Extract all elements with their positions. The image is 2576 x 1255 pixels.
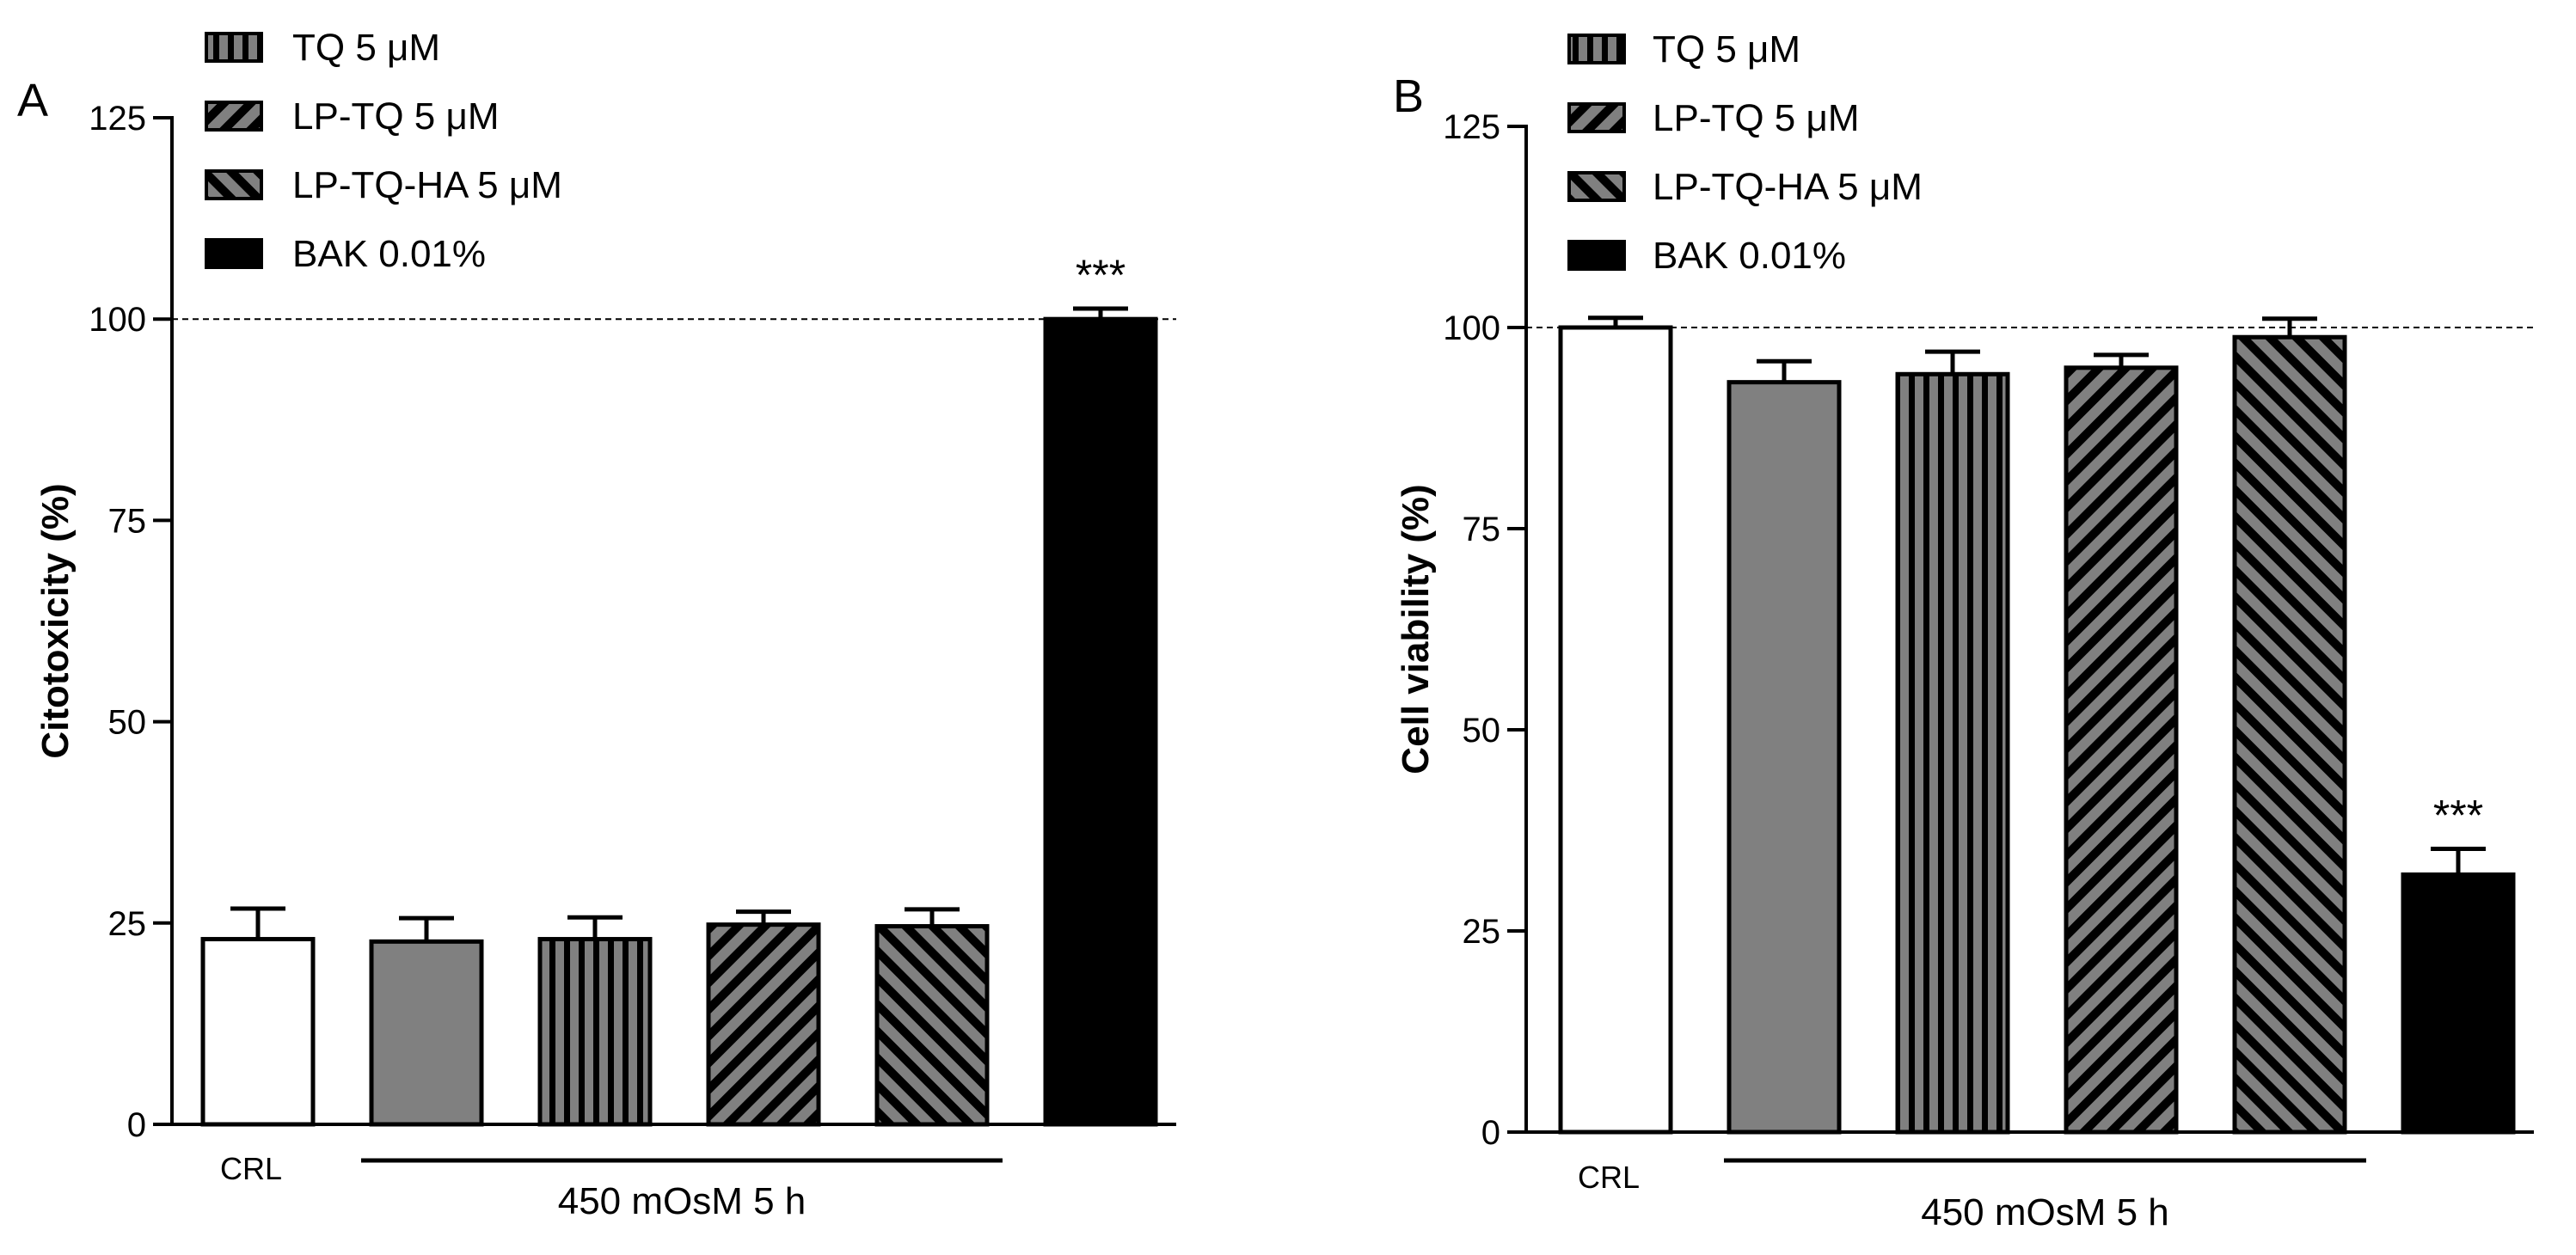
legend-swatch	[205, 238, 263, 269]
y-tick-label: 75	[108, 502, 147, 540]
bar-5	[874, 924, 990, 1127]
legend-swatch	[205, 32, 263, 63]
legend-label: TQ 5 μM	[292, 27, 440, 69]
error-bar-5	[2262, 316, 2317, 338]
legend-label: LP-TQ-HA 5 μM	[1653, 166, 1923, 208]
legend: TQ 5 μM LP-TQ 5 μM LP-TQ-HA 5 μM BAK 0.01%	[1567, 28, 1923, 277]
legend-swatch	[1567, 102, 1626, 133]
x-tick-label: CRL	[1578, 1160, 1640, 1195]
bar-6	[1043, 316, 1158, 1127]
y-tick-label: 25	[108, 905, 147, 943]
bar-4	[706, 922, 821, 1127]
y-tick-label: 50	[1463, 712, 1501, 750]
bar-2	[369, 939, 484, 1127]
group-label: 450 mOsM 5 h	[1921, 1191, 2169, 1234]
legend: TQ 5 μM LP-TQ 5 μM LP-TQ-HA 5 μM BAK 0.01%	[205, 27, 562, 275]
significance-marker: ***	[1076, 251, 1125, 299]
panel-label: B	[1393, 70, 1424, 122]
y-tick-label: 0	[127, 1106, 146, 1144]
bar-1	[1558, 325, 1673, 1135]
legend-swatch	[205, 101, 263, 132]
error-bar-4	[736, 909, 791, 925]
y-tick-label: 75	[1463, 511, 1501, 548]
legend-swatch	[205, 169, 263, 200]
legend-swatch	[1567, 171, 1626, 202]
error-bar-6	[2431, 847, 2486, 875]
bar-5	[2232, 334, 2347, 1135]
error-bar-5	[905, 907, 960, 927]
bar-3	[537, 937, 653, 1127]
bar-4	[2064, 365, 2179, 1135]
legend-swatch	[1567, 240, 1626, 271]
bar-6	[2401, 872, 2516, 1135]
panel-label: A	[17, 75, 48, 126]
legend-label: LP-TQ 5 μM	[1653, 97, 1860, 139]
legend-label: BAK 0.01%	[292, 233, 486, 275]
group-label: 450 mOsM 5 h	[558, 1180, 807, 1222]
y-tick-label: 100	[1443, 309, 1500, 347]
y-tick-label: 125	[1443, 108, 1500, 146]
y-tick-label: 100	[89, 301, 146, 339]
bar-2	[1727, 380, 1842, 1135]
y-axis-label: Cell viability (%)	[1395, 484, 1437, 774]
legend-label: LP-TQ-HA 5 μM	[292, 164, 562, 206]
y-tick-label: 50	[108, 704, 147, 742]
y-tick-label: 0	[1481, 1114, 1500, 1152]
error-bar-1	[230, 906, 285, 940]
error-bar-2	[399, 915, 454, 942]
error-bar-2	[1757, 358, 1812, 383]
bar-3	[1895, 371, 2010, 1135]
legend-label: TQ 5 μM	[1653, 28, 1800, 70]
error-bar-3	[1925, 349, 1980, 375]
significance-marker: ***	[2433, 792, 2483, 840]
panel-a: A Citotoxicity (%) CRL *** 0 25 50 75 100 125 450 …	[17, 27, 1176, 1222]
error-bar-4	[2094, 352, 2149, 368]
legend-swatch	[1567, 34, 1626, 64]
error-bar-3	[567, 915, 623, 940]
y-tick-label: 25	[1463, 913, 1501, 951]
y-axis-label: Citotoxicity (%)	[34, 483, 77, 758]
panel-b: B Cell viability (%) CRL *** 0 25 50 75 100 125 45…	[1393, 28, 2534, 1234]
legend-label: BAK 0.01%	[1653, 235, 1846, 277]
bar-1	[200, 937, 316, 1127]
error-bar-6	[1073, 306, 1128, 320]
error-bar-1	[1588, 315, 1643, 328]
x-tick-label: CRL	[220, 1151, 282, 1186]
y-tick-label: 125	[89, 100, 146, 138]
legend-label: LP-TQ 5 μM	[292, 95, 500, 138]
